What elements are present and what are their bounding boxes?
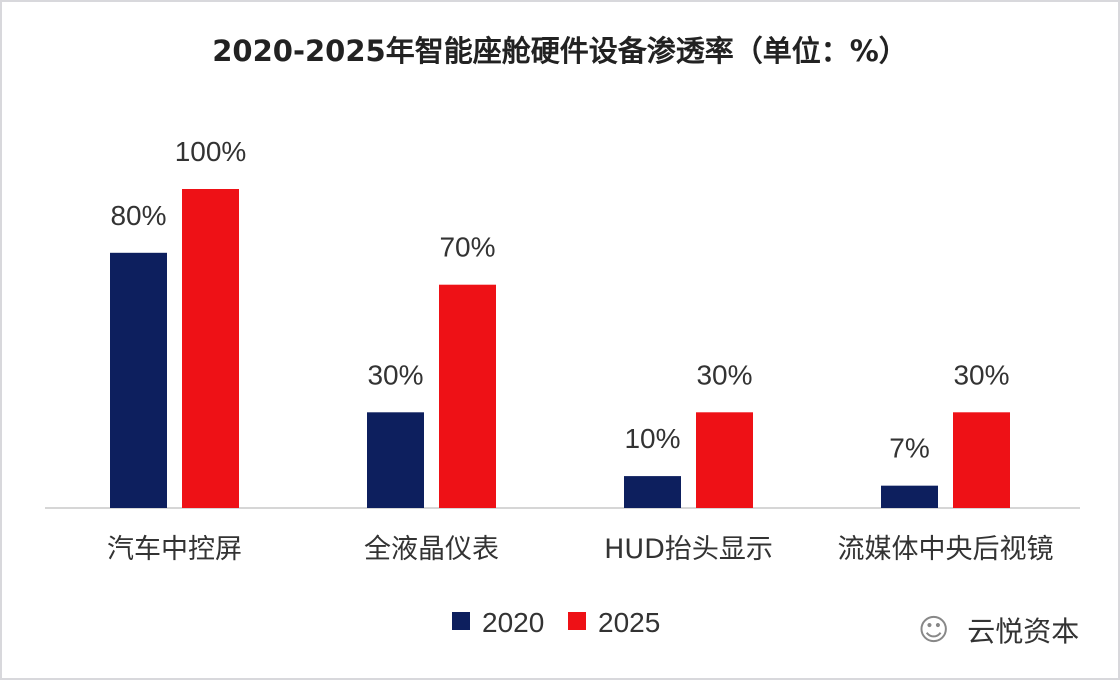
data-label: 10%	[624, 423, 680, 454]
category-label: 汽车中控屏	[107, 534, 242, 565]
legend-swatch-2020	[452, 612, 470, 630]
bar-2025-0	[182, 189, 239, 508]
legend-label: 2025	[598, 607, 660, 638]
legend-label: 2020	[482, 607, 544, 638]
bar-2020-3	[881, 485, 938, 508]
bar-2025-2	[696, 412, 753, 508]
category-label: 流媒体中央后视镜	[838, 534, 1054, 565]
category-label: HUD抬头显示	[604, 534, 773, 565]
bar-2025-3	[953, 412, 1010, 508]
data-label: 30%	[367, 359, 423, 390]
bar-2025-1	[439, 284, 496, 508]
category-label: 全液晶仪表	[364, 534, 499, 565]
wechat-icon: ☺	[918, 612, 950, 648]
watermark: ☺ 云悦资本	[918, 610, 1079, 650]
bar-2020-0	[110, 252, 167, 508]
bar-2020-2	[624, 476, 681, 508]
bar-2020-1	[367, 412, 424, 508]
chart-title: 2020-2025年智能座舱硬件设备渗透率（单位：%）	[212, 34, 908, 68]
legend-swatch-2025	[568, 612, 586, 630]
watermark-text: 云悦资本	[967, 615, 1080, 648]
data-label: 7%	[889, 433, 929, 464]
data-label: 30%	[696, 359, 752, 390]
data-label: 30%	[953, 359, 1009, 390]
data-label: 80%	[110, 200, 166, 231]
data-label: 70%	[439, 232, 495, 263]
data-label: 100%	[175, 136, 247, 167]
